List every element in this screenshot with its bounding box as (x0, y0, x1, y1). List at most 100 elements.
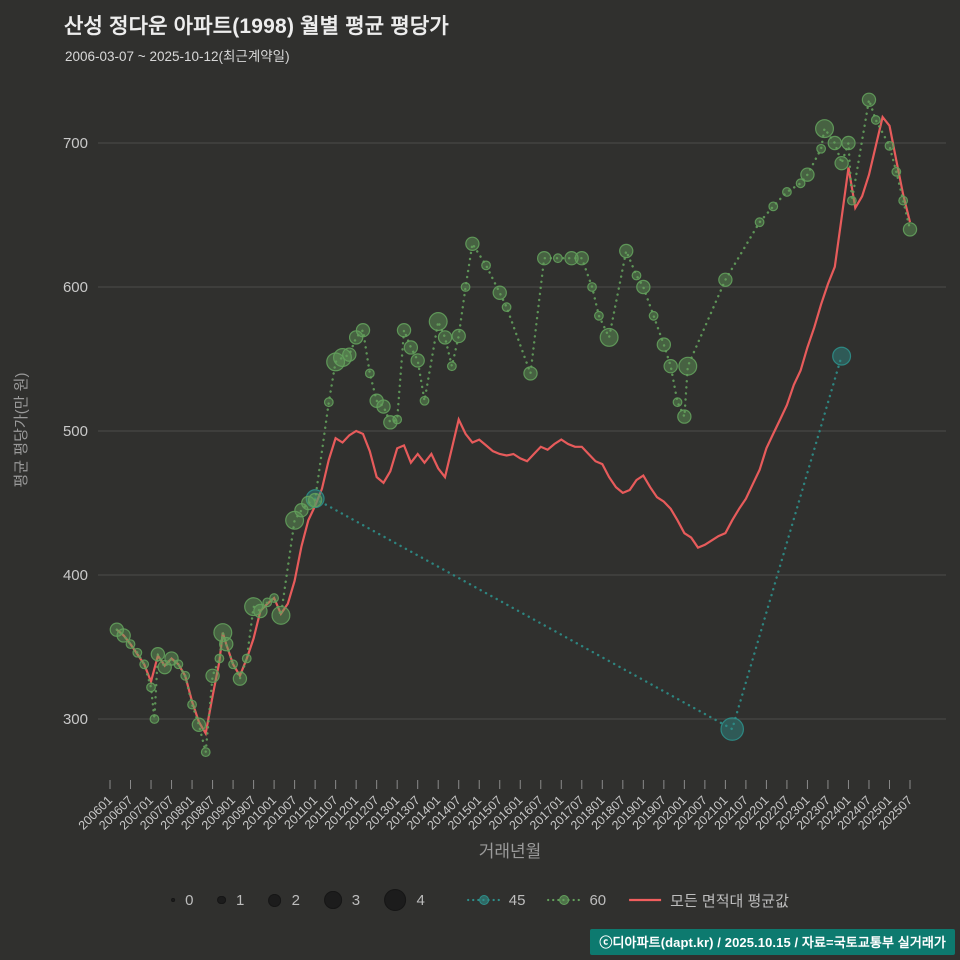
data-point-60[interactable] (870, 115, 881, 125)
data-point-60[interactable] (677, 409, 692, 424)
data-point-60[interactable] (446, 361, 457, 372)
legend-series-label: 45 (508, 891, 526, 909)
data-point-60[interactable] (574, 251, 589, 266)
data-point-60[interactable] (200, 747, 211, 758)
legend-series-45[interactable]: 45 (466, 891, 526, 909)
data-point-60[interactable] (501, 302, 512, 313)
data-point-60[interactable] (150, 647, 166, 662)
data-point-60[interactable] (800, 167, 815, 182)
data-point-60[interactable] (587, 282, 597, 292)
bubble-size-swatch (323, 891, 342, 910)
data-point-60[interactable] (214, 653, 225, 664)
data-point-60[interactable] (262, 597, 273, 608)
data-point-60[interactable] (481, 260, 491, 271)
bubble-size-item: 3 (323, 891, 360, 910)
data-point-60[interactable] (599, 327, 619, 347)
data-point-60[interactable] (149, 714, 160, 724)
data-point-60[interactable] (718, 272, 733, 287)
data-point-60[interactable] (205, 668, 220, 684)
data-point-45[interactable] (305, 489, 325, 509)
data-point-60[interactable] (271, 605, 291, 625)
data-point-45[interactable] (720, 717, 745, 741)
data-point-60[interactable] (678, 356, 698, 376)
bubble-size-swatch (268, 893, 282, 907)
data-point-60[interactable] (891, 166, 902, 177)
data-point-60[interactable] (460, 282, 471, 292)
data-point-60[interactable] (253, 603, 268, 619)
data-point-60[interactable] (619, 243, 634, 259)
series-legend: 45 60 모든 면적대 평균값 (466, 890, 789, 911)
data-point-60[interactable] (241, 653, 252, 664)
data-point-60[interactable] (187, 699, 197, 710)
data-point-60[interactable] (536, 251, 552, 266)
data-point-60[interactable] (861, 92, 877, 108)
data-point-60[interactable] (846, 195, 857, 206)
data-point-60[interactable] (228, 659, 238, 670)
legend-series-60[interactable]: 60 (547, 892, 606, 909)
data-point-60[interactable] (672, 397, 683, 408)
data-point-60[interactable] (768, 201, 779, 212)
data-point-60[interactable] (191, 717, 207, 732)
data-point-60[interactable] (815, 119, 835, 139)
data-point-60[interactable] (355, 323, 371, 338)
data-point-60[interactable] (656, 337, 672, 352)
data-point-60[interactable] (116, 628, 131, 643)
data-point-60[interactable] (451, 328, 466, 344)
data-point-60[interactable] (419, 395, 430, 406)
data-point-60[interactable] (636, 279, 651, 295)
data-point-60[interactable] (146, 682, 156, 693)
legend-series-avg[interactable]: 모든 면적대 평균값 (628, 890, 789, 911)
data-point-60[interactable] (782, 187, 792, 197)
data-point-60[interactable] (827, 135, 842, 151)
bubble-size-item: 1 (217, 892, 244, 909)
data-point-60[interactable] (173, 659, 184, 670)
data-point-60[interactable] (125, 639, 136, 650)
y-tick-label: 600 (63, 279, 88, 296)
data-point-60[interactable] (465, 236, 480, 251)
data-point-60[interactable] (648, 310, 659, 321)
data-point-60[interactable] (307, 492, 323, 508)
data-point-60[interactable] (884, 140, 895, 151)
data-point-60[interactable] (428, 312, 448, 332)
bubble-size-label: 2 (291, 891, 300, 909)
data-point-60[interactable] (392, 414, 403, 425)
data-point-60[interactable] (492, 285, 507, 300)
data-point-60[interactable] (180, 670, 191, 681)
data-point-60[interactable] (523, 366, 538, 381)
data-point-60[interactable] (403, 340, 419, 355)
data-point-60[interactable] (410, 353, 425, 368)
data-point-60[interactable] (834, 155, 849, 171)
data-point-60[interactable] (364, 368, 375, 379)
data-point-60[interactable] (663, 359, 678, 374)
data-point-60[interactable] (631, 270, 642, 281)
data-point-60[interactable] (342, 347, 357, 362)
data-point-60[interactable] (841, 135, 856, 151)
data-point-60[interactable] (437, 330, 453, 345)
data-point-60[interactable] (232, 671, 248, 686)
data-point-60[interactable] (902, 222, 918, 237)
data-point-60[interactable] (552, 253, 563, 264)
data-point-60[interactable] (754, 217, 765, 228)
page-subtitle: 2006-03-07 ~ 2025-10-12(최근계약일) (65, 49, 290, 64)
data-point-60[interactable] (139, 659, 150, 670)
data-point-60[interactable] (816, 143, 827, 154)
data-point-60[interactable] (593, 310, 604, 321)
data-point-60[interactable] (323, 397, 334, 408)
data-point-60[interactable] (564, 251, 579, 266)
legend-series-swatch (466, 895, 501, 906)
data-point-60[interactable] (383, 415, 398, 430)
data-point-60[interactable] (269, 593, 280, 603)
data-point-60[interactable] (244, 597, 264, 617)
data-point-60[interactable] (795, 178, 806, 189)
bubble-size-swatch (171, 898, 176, 903)
data-point-60[interactable] (132, 647, 143, 658)
series-line-60 (115, 99, 912, 753)
data-point-60[interactable] (396, 323, 412, 338)
y-tick-label: 500 (63, 423, 88, 440)
data-point-60[interactable] (898, 195, 909, 206)
data-point-60[interactable] (376, 399, 391, 414)
data-point-60[interactable] (219, 636, 234, 652)
data-point-45[interactable] (832, 346, 852, 366)
data-point-60[interactable] (332, 348, 352, 368)
